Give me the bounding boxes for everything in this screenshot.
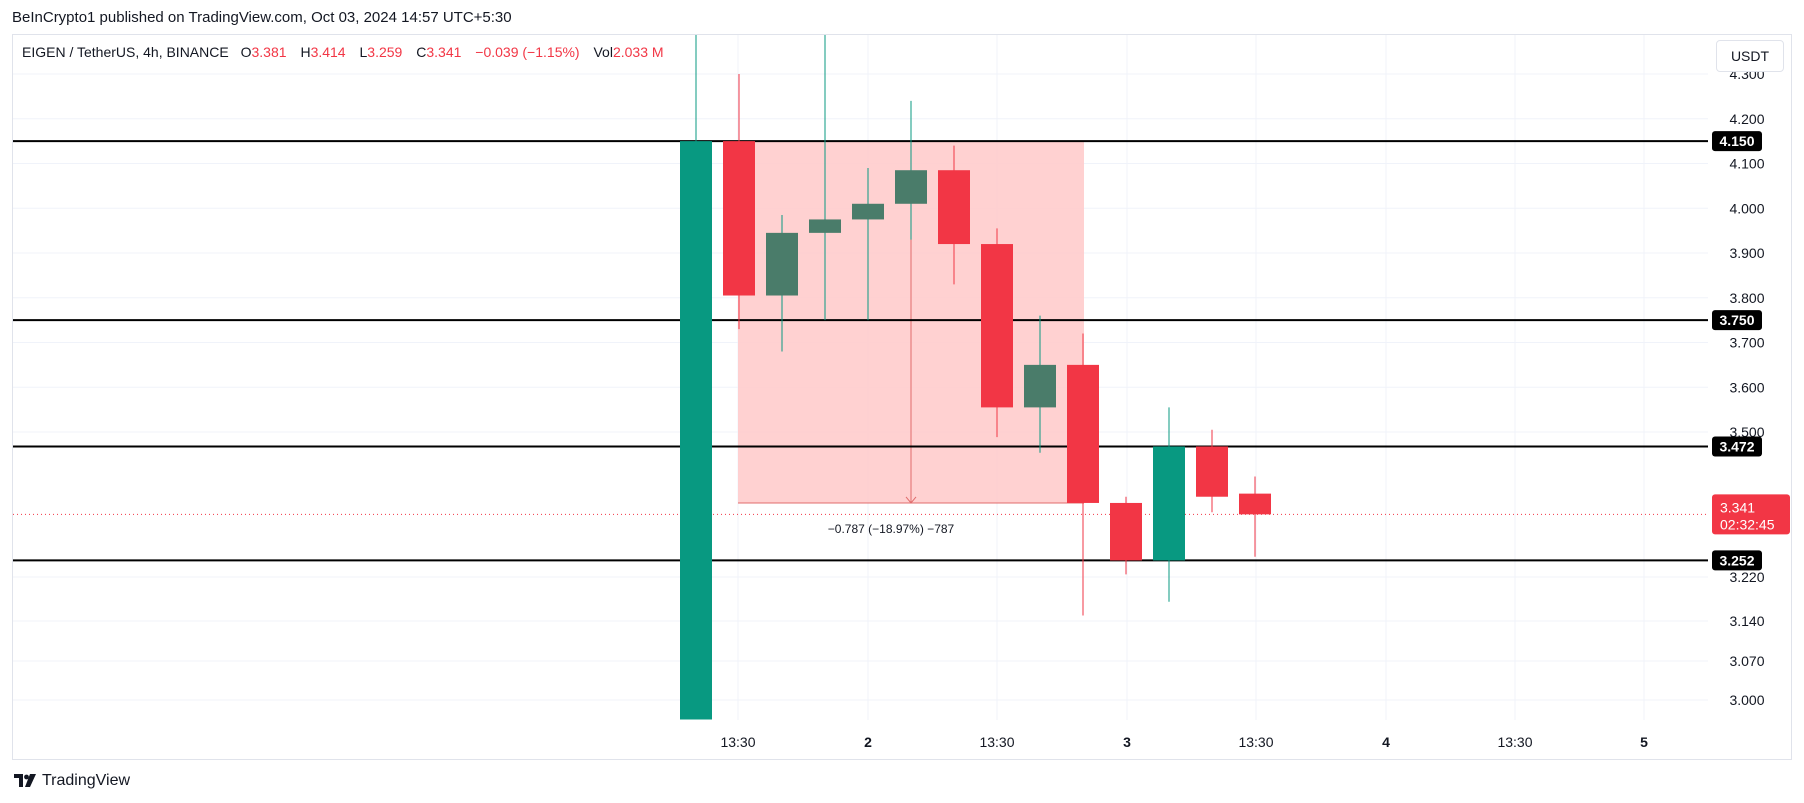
candle-body-2 [766, 232, 798, 296]
candle-body-0 [680, 141, 712, 720]
level-tag-1: 3.750 [1719, 312, 1754, 328]
level-tag-bg-1 [1712, 310, 1762, 331]
legend-symbol: EIGEN / TetherUS, 4h, BINANCE [22, 44, 229, 60]
candle-body-12 [1196, 446, 1228, 497]
candle-body-13 [1239, 493, 1271, 515]
current-price-tag: 3.341 [1720, 499, 1755, 515]
currency-button[interactable]: USDT [1716, 40, 1784, 72]
chart-legend: EIGEN / TetherUS, 4h, BINANCE O3.381 H3.… [22, 44, 674, 60]
candle-body-8 [1024, 364, 1056, 408]
candle-body-4 [852, 203, 884, 220]
level-tag-2: 3.472 [1719, 439, 1754, 455]
current-price-tag-bg [1712, 494, 1790, 535]
legend-change: −0.039 (−1.15%) [475, 44, 580, 60]
candle-body-10 [1110, 502, 1142, 561]
horizontal-levels [13, 140, 1708, 562]
price-tick-7: 3.800 [1729, 290, 1764, 306]
price-tick-8: 3.900 [1729, 245, 1764, 261]
price-tick-6: 3.700 [1729, 335, 1764, 351]
price-tick-10: 4.100 [1729, 156, 1764, 172]
time-tick-2: 13:30 [979, 734, 1014, 750]
tradingview-logo[interactable]: TradingView [14, 772, 130, 790]
time-tick-0: 13:30 [720, 734, 755, 750]
level-tag-bg-3 [1712, 550, 1762, 571]
candles [680, 35, 1271, 720]
price-tick-4: 3.500 [1729, 424, 1764, 440]
price-tick-5: 3.600 [1729, 379, 1764, 395]
level-tag-0: 4.150 [1719, 133, 1754, 149]
candle-body-5 [895, 170, 927, 204]
price-tick-3: 3.220 [1729, 569, 1764, 585]
time-tick-7: 5 [1640, 734, 1648, 750]
legend-close: C3.341 [416, 44, 462, 60]
price-tick-0: 3.000 [1729, 692, 1764, 708]
time-tick-6: 13:30 [1497, 734, 1532, 750]
level-tag-bg-0 [1712, 131, 1762, 152]
legend-high: H3.414 [300, 44, 346, 60]
tradingview-logo-icon [14, 774, 36, 787]
published-info: BeInCrypto1 published on TradingView.com… [12, 9, 512, 26]
candle-body-6 [938, 170, 970, 245]
candle-body-7 [981, 244, 1013, 408]
price-tick-11: 4.200 [1729, 111, 1764, 127]
time-tick-3: 3 [1123, 734, 1131, 750]
candle-body-3 [809, 219, 841, 233]
measure-label: −0.787 (−18.97%) −787 [828, 522, 955, 536]
tradingview-logo-text: TradingView [42, 772, 131, 789]
candle-body-1 [723, 141, 755, 296]
candle-body-11 [1153, 446, 1185, 561]
time-tick-5: 4 [1382, 734, 1390, 750]
measure-arrow-head [905, 496, 917, 504]
time-tick-4: 13:30 [1238, 734, 1273, 750]
level-tag-bg-2 [1712, 436, 1762, 457]
time-axis: 13:30 2 13:30 3 13:30 4 13:30 5 [720, 734, 1648, 750]
price-axis: 3.000 3.070 3.140 3.220 3.500 3.600 3.700 3.800… [1712, 66, 1790, 708]
legend-volume: Vol2.033 M [593, 44, 664, 60]
legend-open: O3.381 [240, 44, 287, 60]
countdown-tag: 02:32:45 [1720, 516, 1775, 532]
price-tick-1: 3.070 [1729, 653, 1764, 669]
price-tick-9: 4.000 [1729, 200, 1764, 216]
price-tick-2: 3.140 [1729, 613, 1764, 629]
legend-low: L3.259 [359, 44, 403, 60]
candle-body-9 [1067, 364, 1099, 503]
time-tick-1: 2 [864, 734, 872, 750]
level-tag-3: 3.252 [1719, 552, 1754, 568]
chart-frame [12, 34, 1792, 760]
